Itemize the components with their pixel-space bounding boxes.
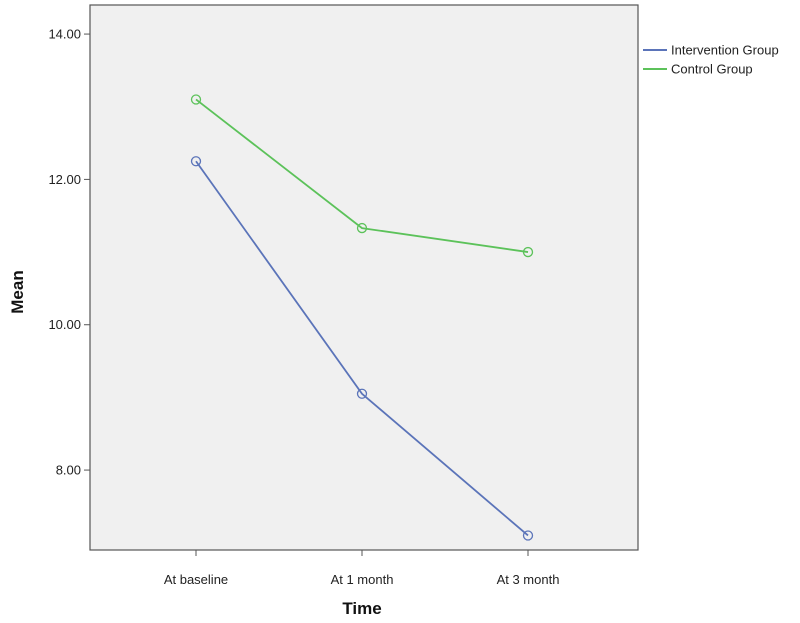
x-tick-label: At 3 month [497, 572, 560, 587]
legend: Intervention Group Control Group [643, 43, 779, 77]
x-axis-title: Time [342, 599, 381, 618]
legend-label: Control Group [671, 62, 753, 77]
legend-label: Intervention Group [671, 43, 779, 58]
x-axis: At baseline At 1 month At 3 month [164, 550, 560, 587]
x-tick-label: At baseline [164, 572, 228, 587]
y-tick-label: 14.00 [48, 27, 81, 42]
y-tick-label: 10.00 [48, 317, 81, 332]
control-group-point [522, 246, 534, 258]
intervention-group-point [356, 388, 368, 399]
intervention-group-point [190, 156, 202, 167]
series-layer [190, 94, 534, 541]
y-tick-label: 8.00 [56, 463, 81, 478]
x-tick-label: At 1 month [331, 572, 394, 587]
intervention-group-point [522, 530, 534, 541]
intervention-group-line [195, 160, 529, 537]
control-group-point [356, 222, 368, 234]
control-group-line [195, 98, 529, 253]
plot-area [89, 4, 639, 551]
y-axis-title: Mean [8, 270, 27, 313]
y-axis: 8.00 10.00 12.00 14.00 [48, 27, 90, 478]
control-group-point [190, 94, 202, 105]
y-tick-label: 12.00 [48, 172, 81, 187]
